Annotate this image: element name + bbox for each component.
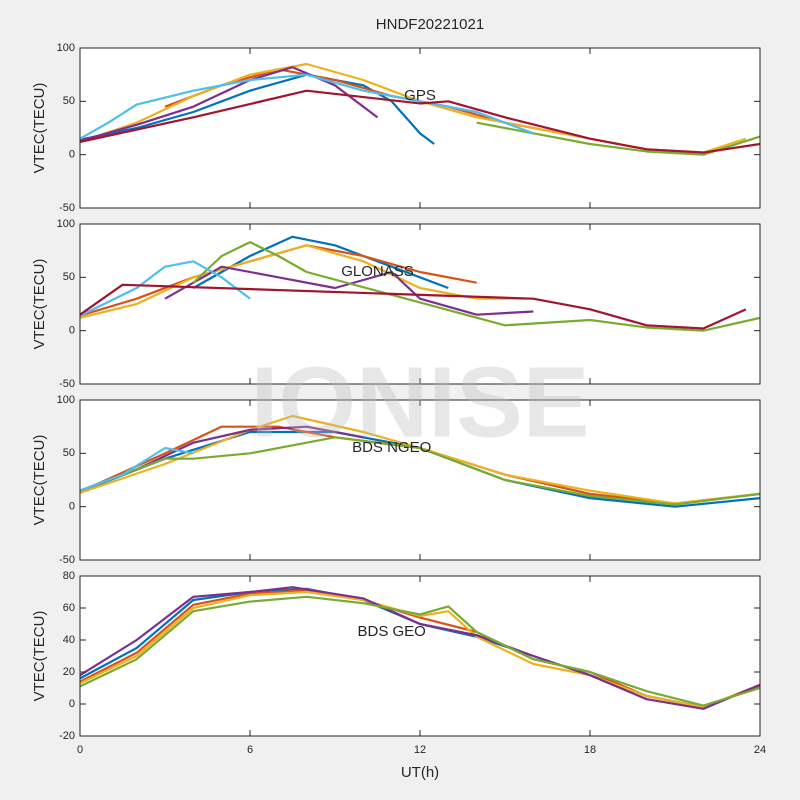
y-axis-label: VTEC(TECU) <box>31 259 48 350</box>
x-tick-label: 0 <box>77 744 83 756</box>
axes-frame <box>79 575 761 737</box>
axes-background <box>80 224 760 384</box>
data-line <box>79 283 747 330</box>
y-tick-label: 0 <box>69 325 75 337</box>
y-tick-label: -20 <box>59 730 75 742</box>
y-tick-label: -50 <box>59 378 75 390</box>
annotation: GPS <box>404 87 436 104</box>
annotation: GLONASS <box>341 263 414 280</box>
annotation: BDS GEO <box>357 623 425 640</box>
y-tick-label: 50 <box>63 95 75 107</box>
data-line <box>164 265 534 316</box>
data-line <box>79 73 534 140</box>
y-tick-label: 100 <box>57 42 75 54</box>
axes-frame <box>79 47 761 209</box>
figure-title: HNDF20221021 <box>376 16 484 33</box>
axes-background <box>80 48 760 208</box>
x-tick-label: 24 <box>754 744 766 756</box>
annotation: BDS NGEO <box>352 439 431 456</box>
y-tick-label: 40 <box>63 634 75 646</box>
x-tick-label: 12 <box>414 744 426 756</box>
data-line <box>192 235 449 290</box>
axes-frame <box>79 223 761 385</box>
y-tick-label: 0 <box>69 698 75 710</box>
y-tick-label: 0 <box>69 501 75 513</box>
y-tick-label: 60 <box>63 602 75 614</box>
x-tick-label: 6 <box>247 744 253 756</box>
y-axis-label: VTEC(TECU) <box>31 435 48 526</box>
y-tick-label: -50 <box>59 554 75 566</box>
y-tick-label: 100 <box>57 394 75 406</box>
x-axis-label: UT(h) <box>401 764 439 781</box>
y-tick-label: 20 <box>63 666 75 678</box>
data-line <box>79 590 761 709</box>
axes-background <box>80 400 760 560</box>
y-tick-label: -50 <box>59 202 75 214</box>
y-axis-label: VTEC(TECU) <box>31 611 48 702</box>
y-tick-label: 0 <box>69 149 75 161</box>
y-axis-label: VTEC(TECU) <box>31 83 48 174</box>
data-line <box>79 595 761 707</box>
data-line <box>79 436 761 506</box>
data-line <box>79 586 761 710</box>
y-tick-label: 100 <box>57 218 75 230</box>
data-line <box>192 241 761 332</box>
y-tick-label: 50 <box>63 271 75 283</box>
x-tick-label: 18 <box>584 744 596 756</box>
y-tick-label: 50 <box>63 447 75 459</box>
data-line <box>79 446 194 492</box>
data-line <box>79 89 761 154</box>
data-line <box>79 414 761 505</box>
y-tick-label: 80 <box>63 570 75 582</box>
axes-background <box>80 576 760 736</box>
data-line <box>79 260 251 317</box>
axes-frame <box>79 399 761 561</box>
watermark: IONISE <box>251 346 590 458</box>
